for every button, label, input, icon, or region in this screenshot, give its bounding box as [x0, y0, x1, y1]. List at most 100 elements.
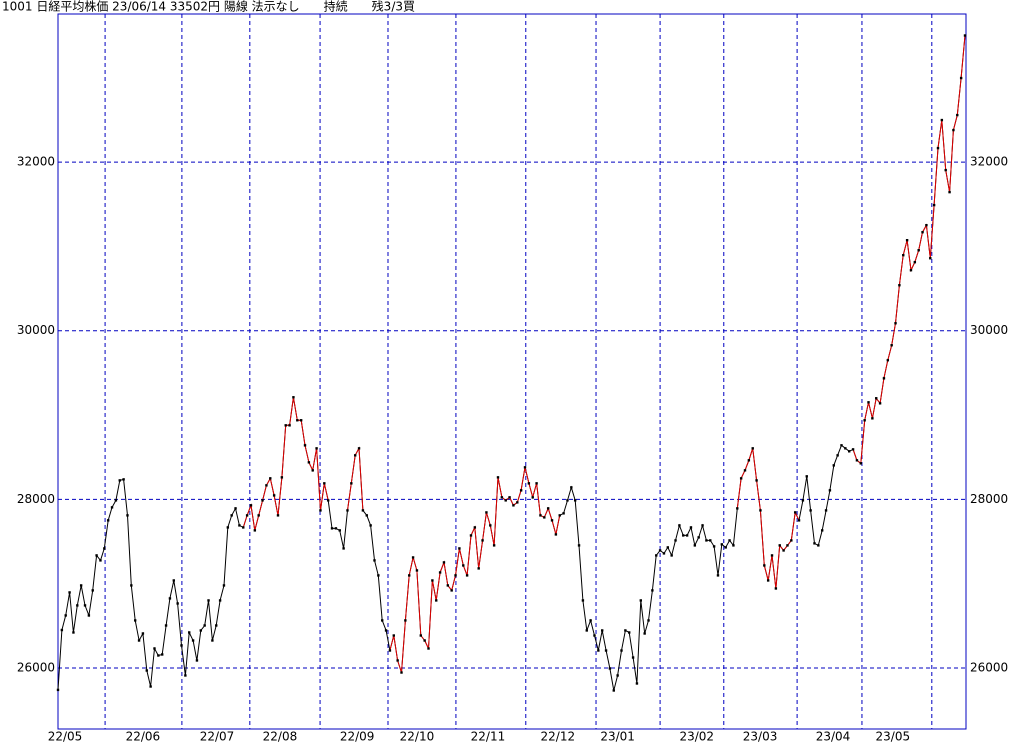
price-dot [570, 486, 573, 489]
price-dot [844, 447, 847, 450]
price-dot [288, 424, 291, 427]
price-dot [253, 529, 257, 532]
x-tick-label: 22/08 [263, 730, 298, 744]
price-dot [790, 539, 793, 542]
x-tick-label: 22/12 [541, 730, 576, 744]
price-dot [519, 489, 523, 492]
price-dot [840, 444, 843, 447]
price-dot [813, 542, 816, 545]
price-dot [624, 629, 627, 632]
price-dot [469, 534, 473, 537]
price-dot [554, 533, 558, 536]
price-dot [415, 569, 419, 572]
price-dot [573, 499, 577, 502]
price-dot [585, 629, 588, 632]
price-dot [566, 499, 569, 502]
y-tick-label: 30000 [17, 323, 55, 337]
price-dot [828, 489, 832, 492]
price-dot [114, 499, 118, 502]
price-dot [315, 447, 318, 450]
price-dot [303, 444, 307, 447]
price-dot [948, 190, 951, 194]
price-dot [770, 554, 774, 557]
price-dot [882, 377, 886, 380]
price-dot [249, 504, 253, 507]
price-dot [369, 524, 372, 527]
price-dot [238, 524, 241, 527]
price-dot [543, 516, 546, 519]
price-dot [732, 544, 735, 547]
price-dot [558, 514, 561, 517]
price-dot [323, 482, 326, 485]
x-tick-label: 23/01 [600, 730, 635, 744]
price-dot [161, 653, 164, 656]
price-dot [110, 506, 114, 509]
price-dot [427, 647, 430, 650]
price-dot [87, 614, 91, 617]
price-dot [261, 499, 264, 502]
price-dot [620, 649, 623, 652]
price-dot [925, 223, 928, 227]
price-dot [477, 567, 480, 570]
price-dot [458, 547, 461, 550]
price-dot [265, 484, 268, 487]
price-dot [280, 476, 284, 479]
price-dot [122, 478, 125, 481]
price-dot [485, 511, 488, 514]
price-dot [184, 674, 187, 677]
price-dot [431, 579, 434, 582]
price-dot [674, 539, 677, 542]
price-dot [647, 619, 650, 622]
price-dot [404, 619, 407, 622]
price-dot [454, 574, 457, 577]
x-tick-label: 22/07 [200, 730, 235, 744]
price-dot [392, 634, 395, 637]
price-dot [462, 564, 465, 567]
price-dot [126, 514, 129, 517]
price-dot [489, 524, 492, 527]
price-dot [299, 419, 303, 422]
price-dot [157, 654, 160, 657]
price-dot [886, 359, 890, 362]
price-dot [817, 544, 820, 547]
price-dot [774, 587, 778, 590]
price-dot [921, 230, 924, 234]
price-dot [535, 482, 538, 485]
price-dot [504, 499, 507, 502]
price-dot [894, 322, 897, 325]
price-dot [334, 527, 338, 530]
price-dot [793, 511, 797, 514]
price-dot [330, 527, 334, 530]
price-dot [716, 574, 720, 577]
price-dot [353, 454, 357, 457]
price-dot [589, 619, 592, 622]
price-dot [593, 634, 596, 637]
price-dot [944, 168, 947, 172]
y-tick-label-right: 26000 [970, 660, 1008, 674]
price-dot [311, 469, 314, 472]
price-dot [863, 419, 866, 422]
price-dot [191, 639, 195, 642]
price-line [242, 35, 966, 673]
price-dot [307, 461, 311, 464]
price-dot [658, 549, 662, 552]
price-dot [878, 402, 882, 405]
price-dot [597, 649, 600, 652]
price-dot [473, 526, 477, 529]
y-tick-label-right: 28000 [970, 492, 1008, 506]
price-dot [678, 524, 681, 527]
price-dot [801, 499, 805, 502]
price-dot [682, 534, 685, 537]
price-dot [848, 450, 851, 453]
price-dot [492, 544, 496, 547]
price-dot [782, 549, 785, 552]
price-dot [234, 507, 237, 510]
price-dot [176, 602, 179, 605]
price-dot [373, 559, 376, 562]
price-dot [106, 519, 110, 522]
price-line [57, 35, 966, 691]
price-dot [481, 539, 484, 542]
price-dot [913, 260, 917, 264]
price-dot [141, 632, 145, 635]
price-dot [164, 624, 168, 627]
